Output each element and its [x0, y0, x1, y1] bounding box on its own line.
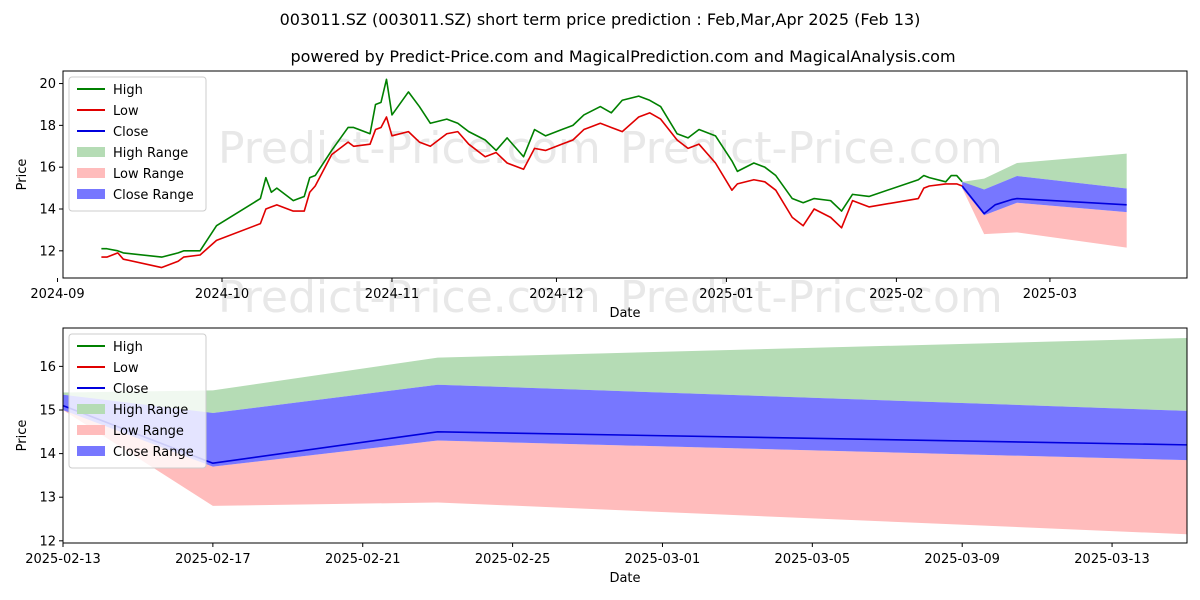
- x-tick-label: 2025-03: [1023, 287, 1077, 302]
- legend-swatch-high-range: [77, 404, 105, 414]
- y-tick-label: 20: [39, 77, 56, 92]
- watermark-text: Predict-Price.com: [620, 272, 1003, 323]
- chart-legend: High Low Close High Range Low Range Close Ran…: [68, 333, 207, 469]
- close-range-band: [962, 175, 1127, 216]
- close-series-line: [961, 185, 1127, 215]
- low-range-band: [63, 405, 1187, 535]
- x-tick-label: 2024-10: [195, 287, 249, 302]
- legend-label-high-range: High Range: [113, 403, 188, 418]
- legend-swatch-low-range: [77, 168, 105, 178]
- watermark-text: Predict-Price.com: [218, 272, 601, 323]
- legend-swatch-close-range: [77, 446, 105, 456]
- y-tick-label: 14: [39, 447, 56, 462]
- legend-swatch-low-range: [77, 425, 105, 435]
- low-range-band: [962, 186, 1127, 248]
- y-tick-label: 16: [39, 161, 56, 176]
- y-tick-label: 12: [39, 244, 56, 259]
- legend-swatch-high-range: [77, 147, 105, 157]
- top-price-chart: 2024-09 2024-10 2024-11 2024-12 2025-01 2025-…: [15, 70, 1188, 321]
- y-tick-label: 15: [39, 403, 56, 418]
- y-tick-label: 12: [39, 534, 56, 549]
- y-axis-label: Price: [15, 159, 30, 191]
- high-range-band: [962, 153, 1127, 190]
- x-tick-label: 2025-03-05: [775, 552, 851, 567]
- high-series-line: [101, 78, 963, 258]
- y-tick-label: 16: [39, 360, 56, 375]
- x-tick-label: 2025-02-25: [475, 552, 551, 567]
- x-tick-label: 2025-03-01: [625, 552, 701, 567]
- legend-swatch-close-range: [77, 189, 105, 199]
- axes-frame: [62, 327, 1188, 544]
- high-range-band: [63, 338, 1187, 414]
- y-axis-label: Price: [15, 420, 30, 452]
- x-axis-label: Date: [609, 571, 640, 586]
- low-series-line: [101, 112, 963, 269]
- legend-label-low: Low: [113, 104, 139, 119]
- legend-label-high: High: [113, 83, 143, 98]
- chart-subtitle: powered by Predict-Price.com and Magical…: [290, 47, 955, 66]
- x-axis-label: Date: [609, 306, 640, 321]
- legend-label-low: Low: [113, 361, 139, 376]
- legend-label-low-range: Low Range: [113, 167, 184, 182]
- close-range-band: [63, 384, 1187, 467]
- x-tick-label: 2025-02-13: [25, 552, 101, 567]
- legend-label-close-range: Close Range: [113, 445, 194, 460]
- x-tick-label: 2025-03-09: [924, 552, 1000, 567]
- x-tick-label: 2025-02-17: [175, 552, 251, 567]
- legend-label-high: High: [113, 340, 143, 355]
- x-tick-label: 2025-02: [869, 287, 923, 302]
- legend-label-close: Close: [113, 382, 148, 397]
- legend-label-close-range: Close Range: [113, 188, 194, 203]
- x-tick-label: 2025-03-13: [1074, 552, 1150, 567]
- watermark-text: Predict-Price.com: [218, 123, 601, 174]
- chart-title: 003011.SZ (003011.SZ) short term price p…: [280, 10, 921, 29]
- axes-frame: [62, 70, 1188, 279]
- x-tick-label: 2025-01: [699, 287, 753, 302]
- y-tick-label: 18: [39, 119, 56, 134]
- legend-label-close: Close: [113, 125, 148, 140]
- legend-label-low-range: Low Range: [113, 424, 184, 439]
- chart-legend: High Low Close High Range Low Range Close Ran…: [68, 76, 207, 212]
- watermark-text: Predict-Price.com: [620, 123, 1003, 174]
- x-tick-label: 2024-09: [30, 287, 84, 302]
- x-tick-label: 2024-12: [529, 287, 583, 302]
- y-tick-label: 13: [39, 491, 56, 506]
- x-tick-label: 2025-02-21: [325, 552, 401, 567]
- x-tick-label: 2024-11: [365, 287, 419, 302]
- y-tick-label: 14: [39, 203, 56, 218]
- bottom-forecast-chart: 2025-02-13 2025-02-17 2025-02-21 2025-02-25…: [15, 327, 1188, 586]
- legend-label-high-range: High Range: [113, 146, 188, 161]
